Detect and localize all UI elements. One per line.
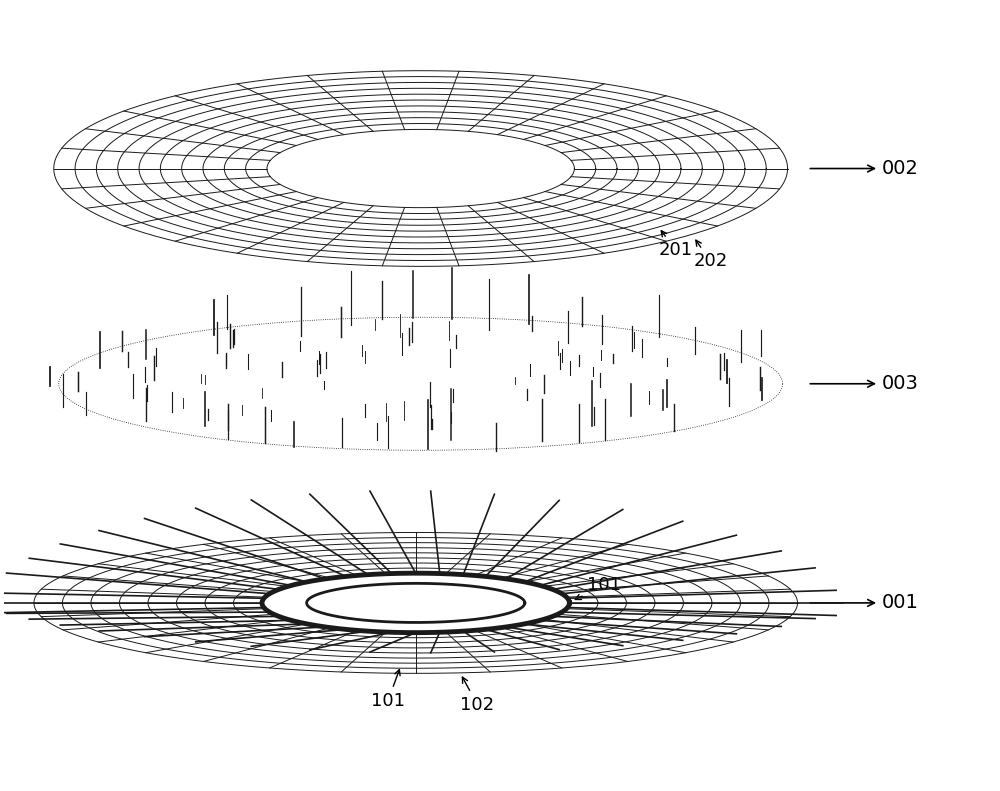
Polygon shape [262, 573, 569, 633]
Text: 103: 103 [431, 577, 467, 600]
Text: 003: 003 [810, 374, 919, 393]
Text: 101: 101 [371, 670, 405, 710]
Text: 202: 202 [693, 240, 728, 271]
Text: 101: 101 [575, 577, 621, 600]
Polygon shape [307, 583, 525, 623]
Text: 002: 002 [810, 159, 919, 178]
Text: 102: 102 [460, 677, 494, 713]
Text: 001: 001 [810, 593, 919, 612]
Text: 201: 201 [659, 231, 693, 259]
